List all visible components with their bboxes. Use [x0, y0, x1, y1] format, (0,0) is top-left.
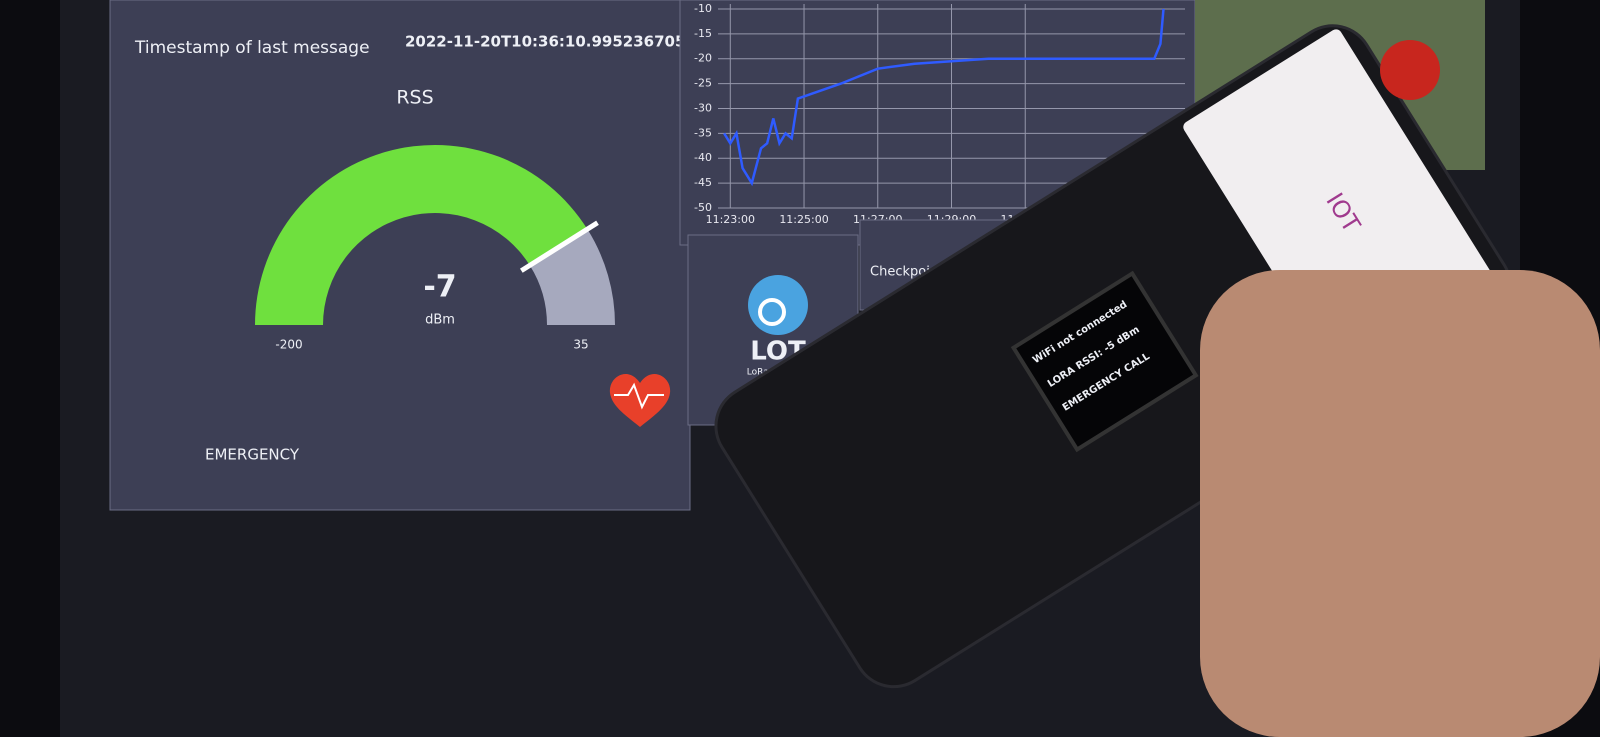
pulse-icon — [614, 382, 664, 410]
gauge-unit: dBm — [425, 313, 455, 328]
logo-icon — [748, 275, 808, 335]
gauge-min: -200 — [275, 338, 302, 352]
gauge-panel — [109, 0, 691, 511]
device-led — [1380, 40, 1440, 100]
y-tick-label: -40 — [694, 151, 712, 164]
y-tick-label: -35 — [694, 126, 712, 139]
gauge-fill — [255, 144, 588, 325]
status: EMERGENCY — [205, 446, 300, 464]
x-tick-label: 11:25:00 — [779, 213, 828, 226]
hand — [1200, 270, 1600, 737]
gauge-needle — [520, 220, 599, 273]
logo-ring — [758, 298, 786, 326]
y-tick-label: -45 — [694, 176, 712, 189]
y-tick-label: -50 — [694, 201, 712, 214]
y-tick-label: -30 — [694, 101, 712, 114]
timestamp-label: Timestamp of last message — [134, 38, 370, 58]
x-tick-label: 11:23:00 — [706, 213, 755, 226]
device-screen — [1010, 270, 1199, 453]
gauge-title: RSS — [396, 87, 433, 109]
gauge-value: -7 — [423, 270, 456, 305]
timestamp: 2022-11-20T10:36:10.995236705Z — [405, 33, 696, 51]
gauge-max: 35 — [573, 338, 588, 352]
y-tick-label: -15 — [694, 27, 712, 40]
series-line — [723, 8, 1165, 187]
y-tick-label: -20 — [694, 52, 712, 65]
y-tick-label: -25 — [694, 77, 712, 90]
y-tick-label: -10 — [694, 2, 712, 15]
